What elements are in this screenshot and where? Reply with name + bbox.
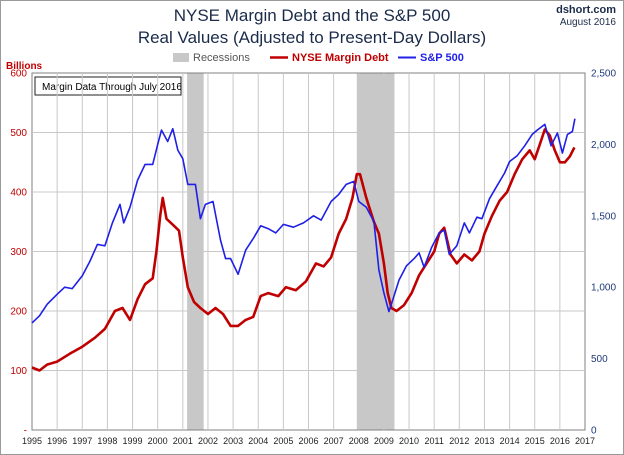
x-tick-label-2006: 2006 bbox=[298, 436, 318, 446]
left-tick-label-300: 300 bbox=[10, 247, 27, 258]
series-line-margin-debt bbox=[31, 128, 576, 372]
x-tick-label-2002: 2002 bbox=[198, 436, 218, 446]
x-tick-label-2011: 2011 bbox=[425, 436, 444, 446]
chart-title-line-2: Real Values (Adjusted to Present-Day Dol… bbox=[137, 28, 487, 47]
left-axis-unit-label: Billions bbox=[6, 61, 43, 72]
source-date: August 2016 bbox=[559, 17, 616, 28]
right-tick-label-0: 0 bbox=[591, 426, 597, 437]
source-site: dshort.com bbox=[556, 4, 616, 16]
x-tick-label-2017: 2017 bbox=[575, 436, 595, 446]
x-tick-label-2004: 2004 bbox=[248, 436, 268, 446]
left-tick-label-500: 500 bbox=[10, 128, 27, 139]
x-tick-label-2016: 2016 bbox=[550, 436, 570, 446]
left-tick-label-100: 100 bbox=[10, 366, 27, 377]
left-tick-label-600: 600 bbox=[10, 69, 27, 80]
x-tick-label-1999: 1999 bbox=[123, 436, 143, 446]
data-note: Margin Data Through July 2016 bbox=[42, 82, 182, 93]
right-tick-label-2500: 2,500 bbox=[591, 69, 616, 80]
legend: Recessions NYSE Margin Debt S&P 500 bbox=[173, 52, 464, 64]
x-tick-label-1996: 1996 bbox=[47, 436, 67, 446]
x-tick-label-1995: 1995 bbox=[22, 436, 42, 446]
series-line-sp500 bbox=[31, 118, 576, 324]
right-tick-label-500: 500 bbox=[591, 354, 608, 365]
x-tick-label-1997: 1997 bbox=[72, 436, 92, 446]
x-tick-label-2003: 2003 bbox=[223, 436, 243, 446]
legend-label-recessions: Recessions bbox=[193, 52, 250, 64]
x-tick-label-2012: 2012 bbox=[449, 436, 469, 446]
left-tick-label-400: 400 bbox=[10, 188, 27, 199]
legend-label-sp500: S&P 500 bbox=[420, 52, 464, 64]
right-tick-label-1500: 1,500 bbox=[591, 211, 616, 222]
right-tick-label-1000: 1,000 bbox=[591, 283, 616, 294]
x-tick-label-2005: 2005 bbox=[273, 436, 293, 446]
x-tick-label-2007: 2007 bbox=[324, 436, 344, 446]
x-tick-label-2001: 2001 bbox=[173, 436, 193, 446]
left-tick-label-0: - bbox=[24, 426, 27, 437]
x-tick-label-1998: 1998 bbox=[97, 436, 117, 446]
legend-swatch-recessions bbox=[173, 53, 189, 62]
x-tick-label-2008: 2008 bbox=[349, 436, 369, 446]
x-tick-label-2015: 2015 bbox=[525, 436, 545, 446]
x-tick-label-2000: 2000 bbox=[148, 436, 168, 446]
legend-label-margin: NYSE Margin Debt bbox=[292, 52, 389, 64]
right-tick-label-2000: 2,000 bbox=[591, 140, 616, 151]
x-tick-label-2013: 2013 bbox=[474, 436, 494, 446]
chart-title-line-1: NYSE Margin Debt and the S&P 500 bbox=[173, 6, 451, 25]
data-note-box bbox=[34, 76, 182, 96]
x-tick-label-2010: 2010 bbox=[399, 436, 419, 446]
x-tick-label-2014: 2014 bbox=[500, 436, 520, 446]
left-tick-label-200: 200 bbox=[10, 307, 27, 318]
x-tick-label-2009: 2009 bbox=[374, 436, 394, 446]
